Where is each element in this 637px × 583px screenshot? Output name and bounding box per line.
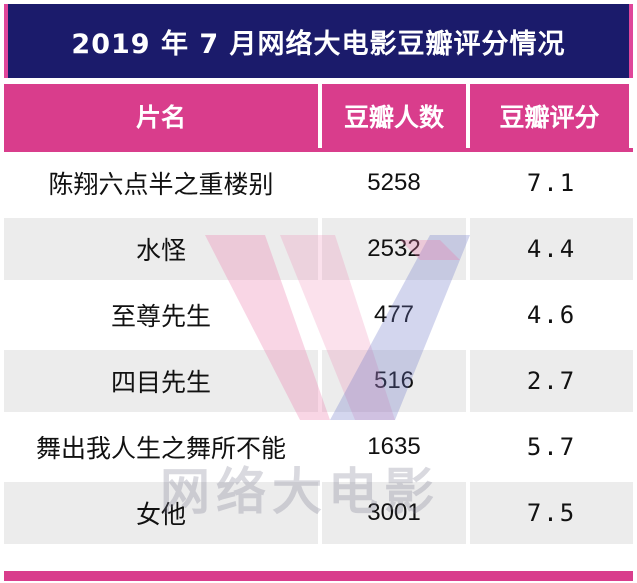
movie-name: 陈翔六点半之重楼别	[4, 152, 322, 218]
douban-score: 7.1	[470, 152, 633, 218]
douban-score: 7.5	[470, 482, 633, 548]
douban-count: 2532	[322, 218, 470, 284]
header-title: 片名	[4, 84, 322, 148]
douban-score: 4.6	[470, 284, 633, 350]
douban-count: 5258	[322, 152, 470, 218]
douban-count: 516	[322, 350, 470, 416]
douban-score: 4.4	[470, 218, 633, 284]
header-score: 豆瓣评分	[470, 84, 633, 148]
movie-name: 至尊先生	[4, 284, 322, 350]
title-bar: 2019 年 7 月网络大电影豆瓣评分情况	[4, 4, 633, 78]
movie-name: 四目先生	[4, 350, 322, 416]
movie-name: 水怪	[4, 218, 322, 284]
page-title: 2019 年 7 月网络大电影豆瓣评分情况	[71, 22, 565, 61]
douban-score: 2.7	[470, 350, 633, 416]
douban-score: 5.7	[470, 416, 633, 482]
douban-count: 477	[322, 284, 470, 350]
watermark-text: 网络大电影	[160, 452, 440, 524]
bottom-accent-bar	[4, 571, 633, 581]
header-count: 豆瓣人数	[322, 84, 470, 148]
